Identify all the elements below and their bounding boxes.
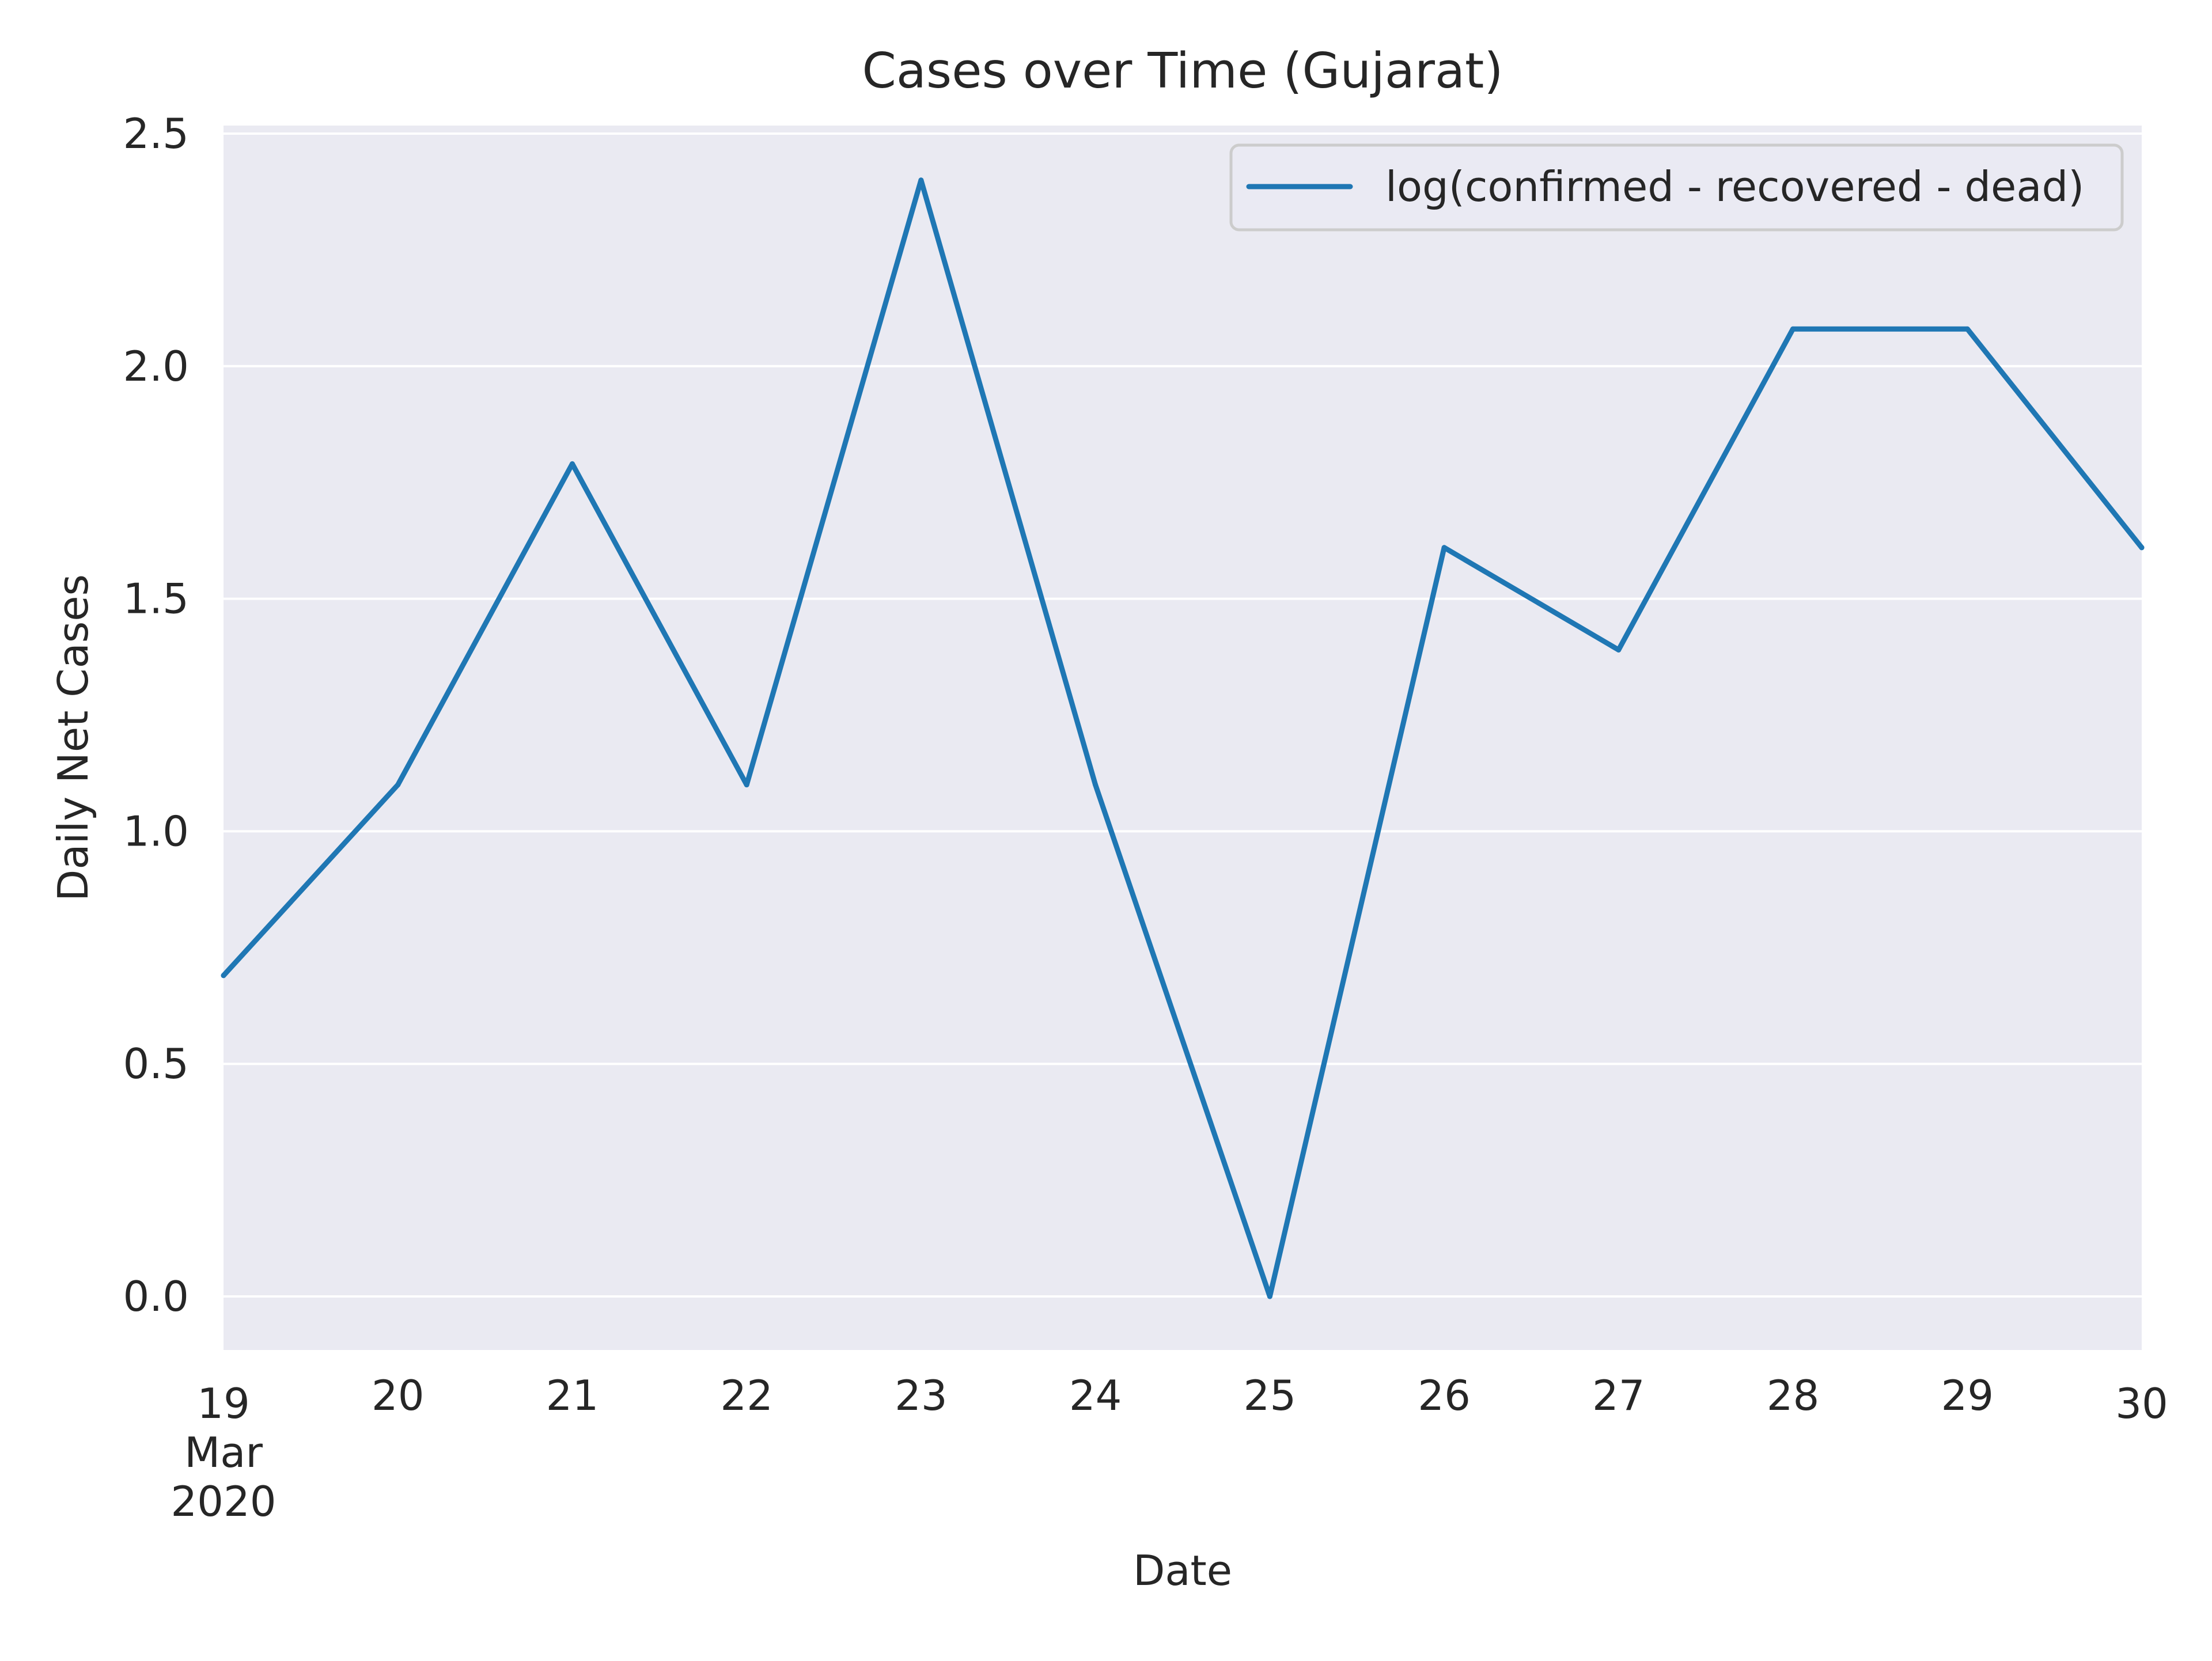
x-tick-label: 26 [1418, 1371, 1471, 1420]
data-point [569, 461, 575, 467]
x-tick-label: 21 [546, 1371, 599, 1420]
x-tick-label: 25 [1244, 1371, 1297, 1420]
data-point [1441, 545, 1447, 551]
y-axis-label: Daily Net Cases [49, 574, 97, 901]
x-tick-label: 27 [1592, 1371, 1645, 1420]
x-tick-label: Mar [184, 1428, 263, 1477]
series-line [221, 177, 2145, 1299]
legend-box [1229, 143, 2124, 232]
x-tick-label: 23 [895, 1371, 948, 1420]
data-point [221, 973, 226, 979]
x-tick-label: 29 [1941, 1371, 1994, 1420]
x-tick-label: 22 [720, 1371, 773, 1420]
y-tick-label: 1.0 [123, 807, 189, 855]
y-tick-labels: 0.0 0.5 1.0 1.5 2.0 2.5 [123, 109, 189, 1321]
series-lines [221, 177, 2145, 1299]
x-axis-label: Date [1133, 1546, 1232, 1595]
legend: log(confirmed - recovered - dead) [1229, 143, 2124, 232]
data-point [744, 782, 749, 788]
x-tick-label: 24 [1069, 1371, 1122, 1420]
y-tick-label: 0.5 [123, 1040, 189, 1088]
data-point [2139, 545, 2145, 551]
gridlines [224, 132, 2142, 1298]
x-tick-label: 20 [372, 1371, 425, 1420]
data-point [1790, 326, 1796, 332]
x-tick-label: 2020 [171, 1477, 276, 1526]
data-point [1267, 1294, 1272, 1299]
y-tick-label: 2.0 [123, 342, 189, 390]
data-point [395, 782, 401, 788]
x-tick-label: 19 [197, 1379, 250, 1428]
data-point [1964, 326, 1970, 332]
plot-area [224, 126, 2142, 1350]
data-point [1093, 782, 1099, 788]
y-tick-label: 2.5 [123, 109, 189, 158]
x-tick-label: 30 [2115, 1379, 2168, 1428]
y-tick-label: 1.5 [123, 575, 189, 623]
data-point [1616, 647, 1622, 653]
data-point [918, 177, 924, 183]
x-tick-label: 28 [1767, 1371, 1820, 1420]
legend-label: log(confirmed - recovered - dead) [1385, 162, 2084, 211]
y-tick-label: 0.0 [123, 1272, 189, 1321]
chart-title: Cases over Time (Gujarat) [862, 43, 1503, 100]
